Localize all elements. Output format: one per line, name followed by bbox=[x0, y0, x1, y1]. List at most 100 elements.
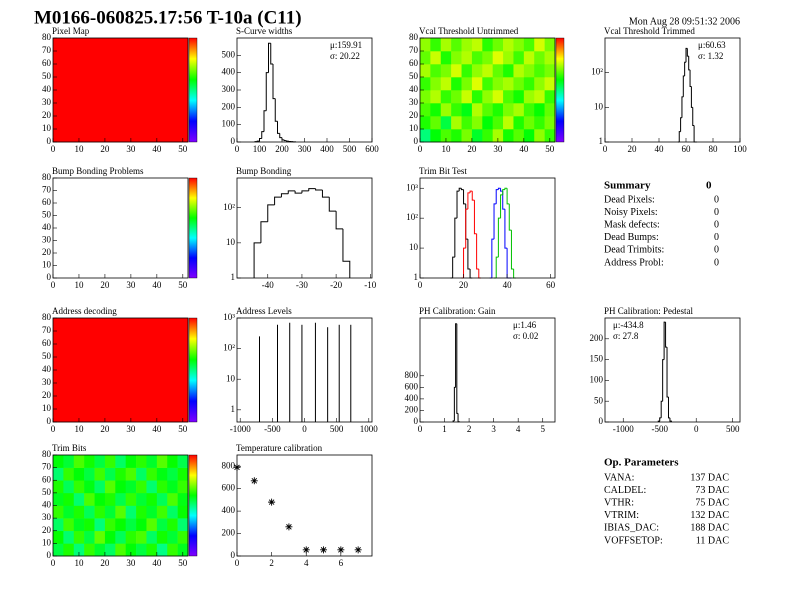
histogram-bin bbox=[497, 217, 501, 258]
heatmap-cell bbox=[125, 505, 137, 519]
op-title: Op. Parameters bbox=[604, 457, 679, 469]
heatmap-cell bbox=[534, 77, 545, 91]
x-tick-label: 20 bbox=[459, 280, 469, 290]
heatmap-cell bbox=[177, 505, 189, 519]
histogram-bin bbox=[256, 140, 260, 142]
heatmap-cell bbox=[451, 64, 462, 78]
y-tick-label: 0 bbox=[414, 416, 419, 426]
y-tick-label: 10³ bbox=[406, 182, 418, 192]
heatmap-cell bbox=[544, 38, 556, 52]
histogram-bin bbox=[467, 239, 471, 270]
y-tick-label: 70 bbox=[42, 185, 52, 195]
histogram-bin bbox=[510, 230, 514, 270]
heatmap-cell bbox=[503, 129, 514, 143]
heatmap-cell bbox=[136, 480, 147, 494]
y-tick-label: 200 bbox=[222, 528, 236, 538]
x-tick-label: 0 bbox=[418, 424, 423, 434]
heatmap-cell bbox=[156, 480, 168, 494]
y-tick-label: 70 bbox=[409, 45, 419, 55]
x-tick-label: -10 bbox=[364, 280, 376, 290]
op-label: IBIAS_DAC: bbox=[604, 523, 659, 534]
heatmap-cell bbox=[420, 103, 431, 117]
heatmap-cell bbox=[115, 505, 126, 519]
heatmap-cell bbox=[104, 455, 116, 468]
histogram-bin bbox=[283, 139, 287, 142]
y-tick-label: 0 bbox=[231, 550, 236, 560]
histogram-bin bbox=[467, 192, 471, 210]
heatmap-cell bbox=[73, 455, 85, 468]
heatmap-cell bbox=[167, 530, 178, 544]
histogram-bin bbox=[268, 42, 271, 73]
y-tick-label: 400 bbox=[405, 393, 419, 403]
heatmap-cell bbox=[146, 492, 158, 506]
panel-title: S-Curve widths bbox=[236, 26, 293, 36]
stats-text: σ: 27.8 bbox=[613, 331, 639, 341]
heatmap-cell bbox=[53, 492, 64, 506]
heatmap-cell bbox=[136, 492, 147, 506]
heatmap-cell bbox=[104, 530, 116, 544]
heatmap-cell bbox=[420, 51, 431, 65]
heatmap-cell bbox=[513, 38, 525, 52]
y-tick-label: 40 bbox=[42, 500, 52, 510]
x-tick-label: 4 bbox=[304, 558, 309, 568]
y-tick-label: 200 bbox=[405, 405, 419, 415]
heatmap-cell bbox=[125, 530, 137, 544]
y-tick-label: 10 bbox=[42, 403, 52, 413]
heatmap-cell bbox=[63, 530, 75, 544]
x-tick-label: 400 bbox=[320, 144, 334, 154]
heatmap-cell bbox=[73, 530, 85, 544]
y-tick-label: 1 bbox=[414, 272, 419, 282]
heatmap-cell bbox=[94, 480, 106, 494]
heatmap-cell bbox=[125, 518, 137, 532]
heatmap-cell bbox=[156, 518, 168, 532]
heatmap-cell bbox=[451, 38, 462, 52]
heatmap-cell bbox=[482, 129, 493, 143]
plot-frame bbox=[419, 177, 556, 279]
heatmap-cell bbox=[471, 103, 483, 117]
heatmap-cell bbox=[136, 455, 147, 468]
x-tick-label: 30 bbox=[126, 558, 136, 568]
x-tick-label: 3 bbox=[491, 424, 496, 434]
op-value: 11 DAC bbox=[696, 535, 730, 546]
heatmap-cell bbox=[523, 38, 535, 52]
x-tick-label: 0 bbox=[51, 558, 56, 568]
plot-frame bbox=[604, 37, 741, 143]
heatmap-cell bbox=[104, 492, 116, 506]
histogram-bin bbox=[500, 188, 503, 192]
x-tick-label: 20 bbox=[100, 558, 110, 568]
summary-value: 0 bbox=[714, 257, 719, 268]
heatmap-cell bbox=[420, 129, 431, 143]
heatmap-cell bbox=[84, 530, 95, 544]
y-tick-label: 50 bbox=[42, 351, 52, 361]
heatmap-cell bbox=[420, 116, 431, 130]
histogram-bin bbox=[274, 98, 278, 122]
histogram-bin bbox=[328, 197, 337, 212]
histogram-bin bbox=[456, 190, 460, 219]
heatmap-cell bbox=[513, 103, 525, 117]
heatmap-cell bbox=[482, 116, 493, 130]
y-tick-label: 50 bbox=[594, 395, 604, 405]
y-tick-label: 80 bbox=[42, 32, 52, 42]
heatmap-cell bbox=[523, 51, 535, 65]
x-tick-label: 0 bbox=[235, 558, 240, 568]
heatmap-cell bbox=[167, 505, 178, 519]
heatmap-cell bbox=[513, 51, 525, 65]
op-label: VTRIM: bbox=[604, 510, 639, 521]
y-tick-label: 10 bbox=[409, 242, 419, 252]
histogram-bin bbox=[265, 72, 269, 111]
heatmap-cell bbox=[146, 543, 158, 557]
heatmap-cell bbox=[513, 129, 525, 143]
x-tick-label: -500 bbox=[264, 424, 281, 434]
histogram-bin bbox=[502, 191, 505, 210]
y-tick-label: 80 bbox=[409, 32, 419, 42]
heatmap-cell bbox=[177, 480, 189, 494]
histogram-bin bbox=[274, 196, 282, 205]
heatmap-cell bbox=[115, 455, 126, 468]
heatmap-cell bbox=[73, 492, 85, 506]
y-tick-label: 10 bbox=[594, 101, 604, 111]
heatmap-cell bbox=[482, 77, 493, 91]
histogram-bin bbox=[263, 110, 267, 132]
heatmap-cell bbox=[451, 90, 462, 104]
heatmap-cell bbox=[156, 530, 168, 544]
heatmap-cell bbox=[53, 38, 189, 143]
